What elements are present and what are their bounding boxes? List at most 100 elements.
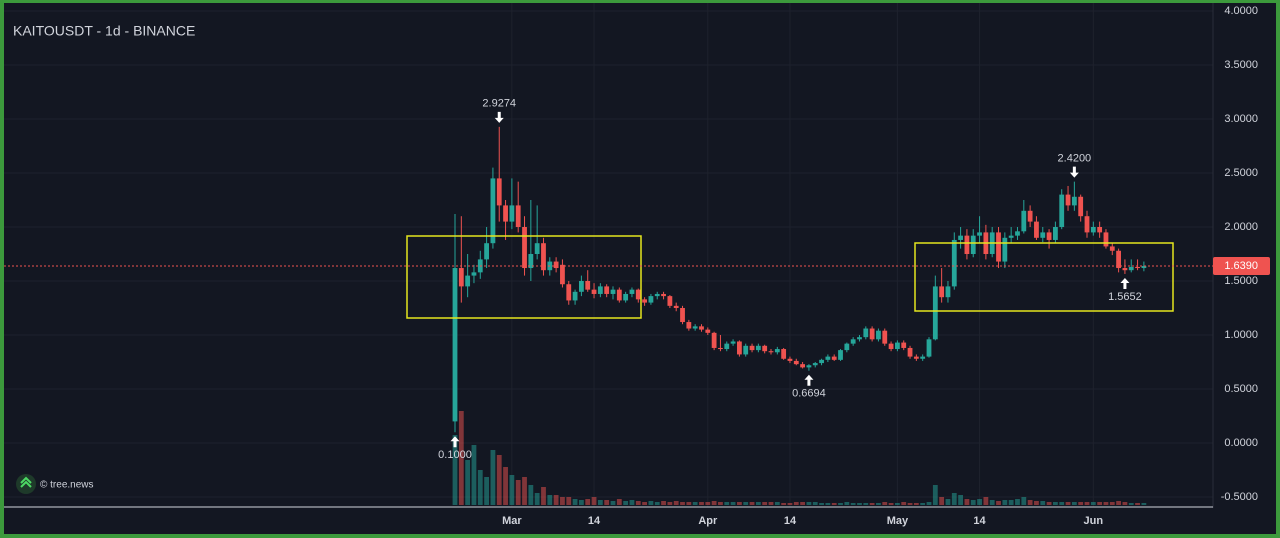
candle-body — [1027, 210, 1033, 222]
volume-bar — [1141, 503, 1147, 505]
volume-bar — [604, 500, 610, 505]
volume-bar — [667, 502, 673, 505]
annotation-label: 1.5652 — [1108, 291, 1142, 303]
volume-bar — [787, 503, 793, 505]
candle-body — [528, 254, 534, 269]
volume-bar — [692, 502, 698, 505]
candle-body — [465, 275, 471, 287]
candle-body — [869, 328, 875, 340]
candle-body — [1097, 227, 1103, 233]
candle-body — [907, 347, 913, 357]
volume-bar — [547, 495, 553, 505]
volume-bar — [484, 477, 489, 505]
candle-body — [958, 235, 963, 240]
volume-bar — [1103, 502, 1109, 505]
candle-body — [579, 281, 584, 292]
logo — [16, 474, 36, 494]
candle-body — [534, 243, 540, 254]
y-tick-label: 1.0000 — [1224, 329, 1258, 341]
candle-body — [1141, 265, 1147, 269]
candle-body — [812, 363, 818, 366]
candle-body — [604, 286, 610, 294]
x-tick-label: Mar — [502, 515, 522, 527]
volume-bar — [951, 493, 957, 505]
volume-bar — [503, 467, 508, 505]
volume-bar — [528, 485, 534, 505]
x-tick-label: Apr — [698, 515, 718, 527]
x-tick-label: 14 — [784, 515, 797, 527]
candle-body — [553, 261, 559, 269]
annotation-label: 0.1000 — [438, 449, 472, 461]
candle-body — [970, 235, 976, 254]
candle-body — [560, 264, 565, 285]
volume-bar — [876, 503, 881, 505]
volume-bar — [496, 455, 502, 505]
volume-bar — [597, 500, 603, 505]
candle-body — [692, 326, 698, 329]
volume-bar — [654, 502, 660, 505]
candle-body — [1071, 196, 1077, 206]
volume-bar — [869, 503, 875, 505]
volume-bar — [623, 501, 629, 505]
y-tick-label: 2.5000 — [1224, 167, 1258, 179]
volume-bar — [882, 502, 888, 505]
candle-body — [793, 360, 799, 365]
volume-bar — [1071, 502, 1077, 505]
candle-body — [762, 345, 768, 352]
candle-body — [787, 358, 793, 361]
highlight-box — [914, 242, 1174, 312]
volume-bar — [1128, 503, 1134, 505]
volume-bar — [996, 501, 1001, 505]
volume-bar — [490, 450, 496, 505]
volume-bar — [1122, 502, 1128, 505]
volume-bar — [964, 499, 970, 505]
candle-body — [1002, 237, 1008, 262]
grid — [4, 3, 1213, 507]
candle-body — [515, 205, 521, 227]
volume-bar — [616, 499, 622, 505]
volume-bar — [907, 503, 913, 505]
volume-bar — [1008, 500, 1014, 505]
candle-body — [629, 289, 635, 294]
volume-bar — [850, 503, 856, 505]
highlight-box — [406, 235, 642, 319]
candle-body — [686, 322, 692, 329]
candle-body — [838, 350, 843, 360]
y-tick-label: 0.0000 — [1224, 437, 1258, 449]
candle-body — [642, 299, 647, 303]
candle-body — [768, 351, 774, 353]
candle-body — [1116, 250, 1121, 269]
volume-bar — [1053, 502, 1058, 505]
volume-bar — [585, 499, 591, 505]
logo-mark — [20, 476, 32, 488]
volume-bar — [458, 411, 464, 505]
volume-bar — [831, 503, 837, 505]
candle-body — [541, 243, 546, 271]
candle-body — [1109, 246, 1115, 251]
volume-bar — [819, 503, 824, 505]
volume-bar — [673, 501, 679, 505]
candle-body — [496, 178, 502, 206]
candle-body — [895, 342, 900, 350]
volume-bar — [1015, 499, 1020, 505]
candle-body — [932, 286, 938, 340]
x-tick-label: May — [887, 515, 909, 527]
candle-body — [939, 286, 945, 298]
volume-bar — [572, 499, 578, 505]
candle-body — [831, 356, 837, 360]
candle-body — [920, 356, 926, 359]
candle-body — [1065, 194, 1071, 206]
candle-body — [926, 339, 932, 357]
volume-bar — [553, 495, 559, 505]
candle-body — [844, 343, 850, 351]
volume-bar — [534, 493, 540, 505]
volume-bar — [863, 503, 869, 505]
y-tick-label: 2.0000 — [1224, 221, 1258, 233]
volume-bar — [1135, 503, 1140, 505]
volume-bar — [825, 503, 831, 505]
candle-body — [749, 345, 755, 351]
candle-body — [800, 364, 805, 368]
candle-body — [806, 365, 812, 368]
y-tick-label: -0.5000 — [1221, 491, 1258, 503]
